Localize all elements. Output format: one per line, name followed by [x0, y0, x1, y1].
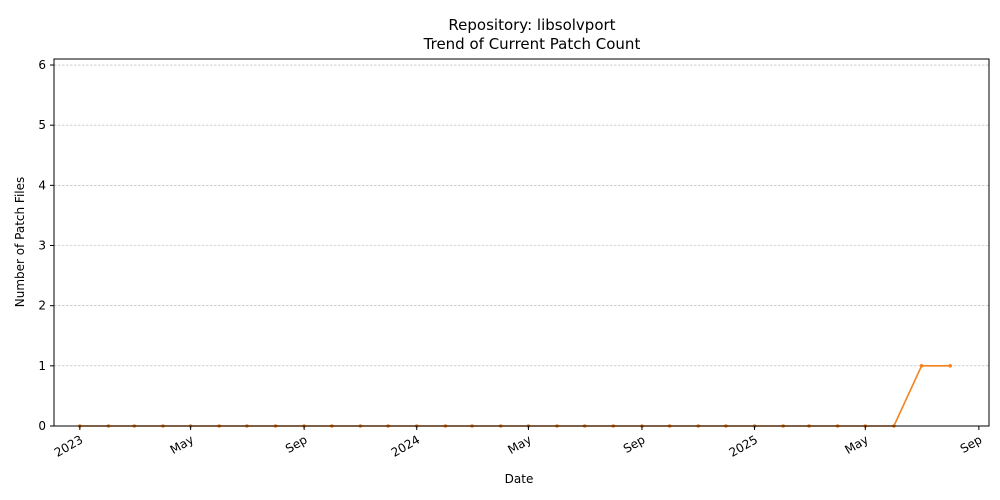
- chart-title-line-2: Trend of Current Patch Count: [423, 35, 641, 53]
- y-tick-label: 5: [38, 118, 46, 132]
- y-axis-ticks: 0 1 2 3 4 5 6: [38, 58, 54, 433]
- x-tick-label: Sep: [958, 432, 985, 455]
- series-line: [79, 364, 951, 427]
- data-series: [78, 364, 952, 428]
- x-tick-label: 2023: [52, 432, 85, 459]
- y-tick-label: 1: [38, 359, 46, 373]
- x-tick-label: 2024: [389, 432, 422, 459]
- y-tick-label: 0: [38, 419, 46, 433]
- y-tick-label: 2: [38, 299, 46, 313]
- x-tick-label: May: [505, 432, 533, 457]
- data-point: [948, 364, 952, 368]
- chart-title-line-1: Repository: libsolvport: [448, 16, 615, 34]
- data-point: [919, 364, 924, 368]
- x-tick-label: 2025: [727, 432, 760, 459]
- x-tick-label: Sep: [283, 432, 310, 455]
- x-axis-label: Date: [505, 472, 534, 486]
- y-tick-label: 4: [38, 178, 46, 192]
- y-tick-label: 3: [38, 239, 46, 253]
- plot-frame: [53, 58, 990, 427]
- x-tick-label: May: [842, 432, 870, 457]
- y-axis-label: Number of Patch Files: [13, 177, 27, 308]
- y-gridlines: [54, 64, 989, 427]
- x-tick-label: May: [168, 432, 196, 457]
- y-tick-label: 6: [38, 58, 46, 72]
- x-tick-label: Sep: [621, 432, 648, 455]
- x-axis-ticks: 2023 May Sep 2024 May Sep 2025 May Sep: [52, 426, 984, 460]
